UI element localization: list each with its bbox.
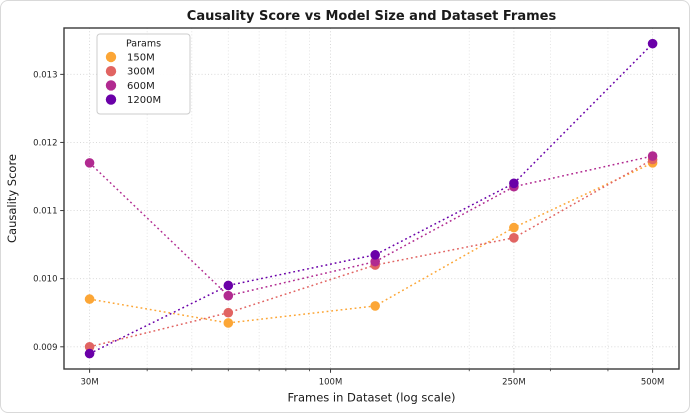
data-point-1200m [509,178,519,189]
x-tick-label: 100M [319,378,343,388]
data-point-1200m [647,38,658,49]
x-tick-label: 250M [502,378,526,388]
data-point-600m [370,256,380,267]
y-tick-label: 0.012 [33,138,57,148]
data-point-600m [647,151,658,161]
data-point-300m [509,233,519,243]
legend-label-1200m: 1200M [127,95,161,106]
legend-marker-150m [105,51,117,63]
data-point-1200m [370,250,380,260]
legend: 150M 300M 600M 1200M [96,33,191,115]
legend-marker-300m [105,66,117,77]
y-tick-label: 0.011 [33,207,57,217]
data-point-1200m [223,280,234,291]
data-point-150m [223,318,234,328]
legend-label-600m: 600M [127,81,155,92]
data-point-300m [84,341,95,352]
y-tick-label: 0.010 [33,275,57,285]
legend-marker-1200m [105,94,117,105]
chart-title: Causality Score vs Model Size and Datase… [187,9,557,24]
data-point-150m [84,294,95,304]
data-point-300m [223,307,234,318]
y-tick-label: 0.009 [33,343,57,353]
x-axis-label: Frames in Dataset (log scale) [287,391,455,405]
legend-title: Params [126,39,161,50]
legend-box [96,33,191,115]
legend-label-300m: 300M [127,67,155,78]
data-point-600m [84,158,95,168]
y-axis-label: Causality Score [5,154,19,243]
data-point-600m [223,290,234,301]
y-tick-label: 0.013 [33,70,57,80]
data-point-150m [509,222,519,233]
x-tick-label: 500M [641,378,665,388]
plot-border [63,27,680,370]
data-point-1200m [84,348,95,359]
series-layer [84,38,658,359]
series-line-150m [89,162,653,324]
legend-marker-600m [105,80,117,91]
series-line-600m [89,155,653,297]
axis-layer: 0.009 0.010 0.011 0.012 0.013 30M 100M 250M 500M [33,27,680,388]
grid-layer [64,28,679,369]
legend-label-150m: 150M [127,53,155,64]
x-tick-label: 30M [81,378,99,388]
data-point-150m [370,301,380,311]
